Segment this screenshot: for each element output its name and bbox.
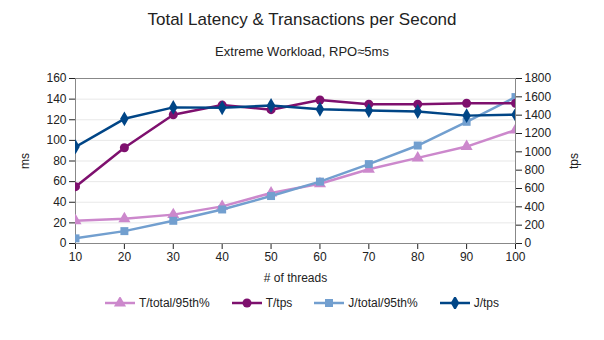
svg-text:400: 400 [525, 200, 545, 214]
html-text:Total Latency & Transactions p: Total Latency & Transactions per Second [147, 10, 457, 29]
svg-text:50: 50 [264, 250, 278, 264]
svg-text:ms: ms [18, 153, 32, 169]
svg-text:40: 40 [53, 195, 67, 209]
svg-text:1400: 1400 [525, 108, 552, 122]
svg-text:140: 140 [46, 92, 66, 106]
svg-text:100: 100 [505, 250, 525, 264]
html-text:T/total/95th%: T/total/95th% [138, 296, 210, 310]
svg-text:1600: 1600 [525, 90, 552, 104]
svg-text:70: 70 [362, 250, 376, 264]
svg-text:1800: 1800 [525, 71, 552, 85]
svg-text:1000: 1000 [525, 145, 552, 159]
svg-text:20: 20 [53, 216, 67, 230]
svg-text:800: 800 [525, 163, 545, 177]
svg-text:30: 30 [167, 250, 181, 264]
html-text:T/tps: T/tps [265, 296, 293, 310]
svg-text:200: 200 [525, 218, 545, 232]
html-text:Extreme Workload, RPO≈5ms: Extreme Workload, RPO≈5ms [215, 44, 389, 59]
svg-text:20: 20 [118, 250, 132, 264]
svg-text:100: 100 [46, 133, 66, 147]
svg-text:80: 80 [53, 154, 67, 168]
html-text:J/total/95th%: J/total/95th% [348, 296, 418, 310]
svg-text:90: 90 [460, 250, 474, 264]
svg-text:tps: tps [567, 153, 581, 169]
html-text:J/tps: J/tps [473, 296, 499, 310]
svg-text:120: 120 [46, 113, 66, 127]
svg-text:1200: 1200 [525, 126, 552, 140]
svg-text:60: 60 [313, 250, 327, 264]
svg-text:0: 0 [60, 236, 67, 250]
svg-text:60: 60 [53, 174, 67, 188]
svg-text:0: 0 [525, 236, 532, 250]
svg-text:10: 10 [69, 250, 83, 264]
svg-text:40: 40 [215, 250, 229, 264]
svg-text:# of threads: # of threads [264, 271, 327, 285]
svg-text:160: 160 [46, 71, 66, 85]
svg-text:80: 80 [411, 250, 425, 264]
svg-text:600: 600 [525, 181, 545, 195]
